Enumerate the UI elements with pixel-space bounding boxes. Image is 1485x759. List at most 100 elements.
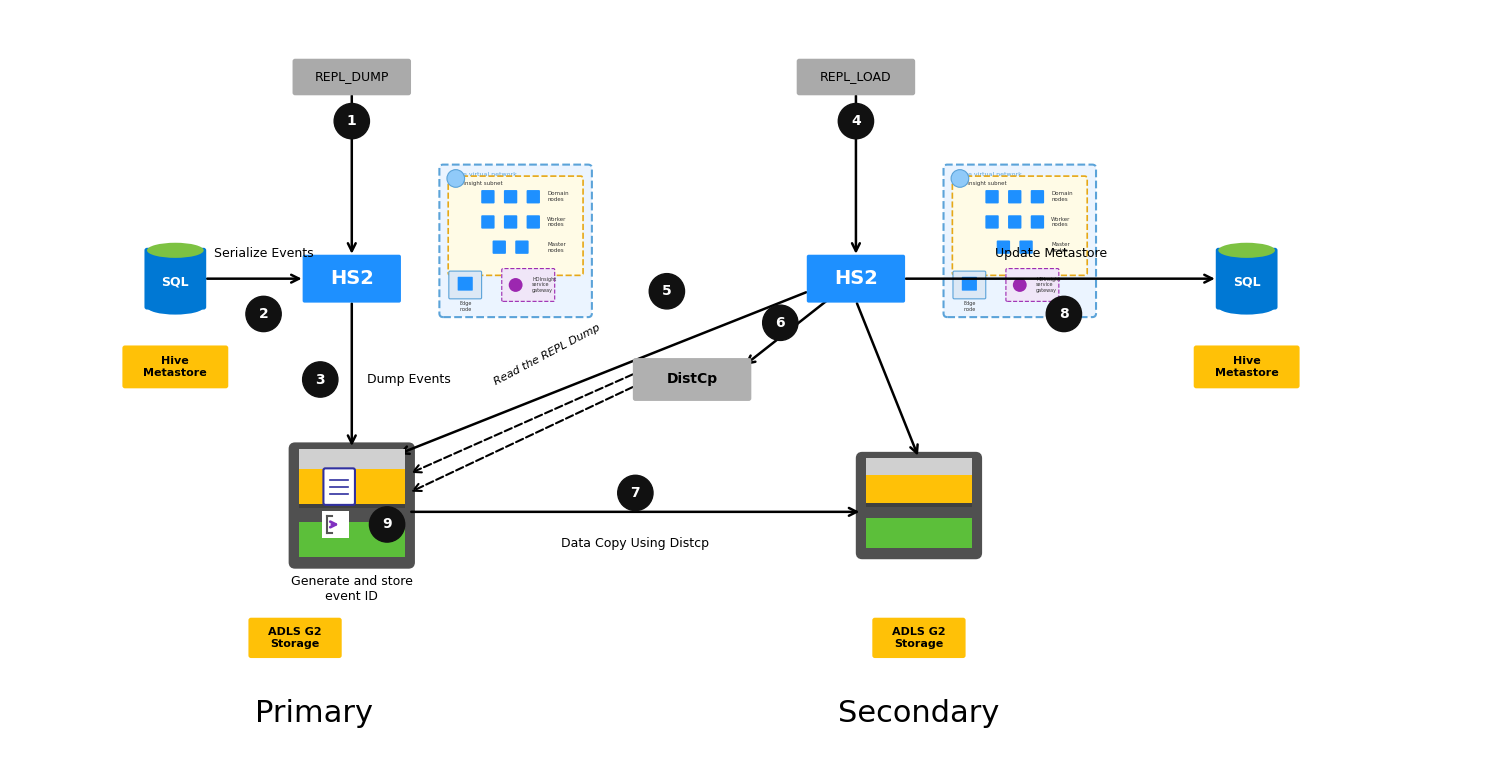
FancyBboxPatch shape [457, 277, 472, 291]
Text: Dump Events: Dump Events [367, 373, 450, 386]
FancyBboxPatch shape [298, 449, 405, 471]
FancyBboxPatch shape [493, 241, 506, 254]
Text: HDInsight
service
gateway: HDInsight service gateway [1037, 277, 1060, 293]
Ellipse shape [1218, 300, 1276, 314]
Text: 5: 5 [662, 285, 671, 298]
Text: HDInsight
service
gateway: HDInsight service gateway [532, 277, 557, 293]
Text: Master
nodes: Master nodes [546, 242, 566, 253]
FancyBboxPatch shape [962, 277, 977, 291]
FancyBboxPatch shape [527, 216, 541, 228]
FancyBboxPatch shape [303, 255, 401, 303]
Text: Master
nodes: Master nodes [1051, 242, 1071, 253]
FancyBboxPatch shape [857, 453, 980, 558]
FancyBboxPatch shape [943, 165, 1096, 317]
Ellipse shape [1218, 243, 1276, 258]
Text: Worker
nodes: Worker nodes [546, 216, 566, 228]
Circle shape [370, 507, 405, 542]
FancyBboxPatch shape [866, 458, 971, 477]
FancyBboxPatch shape [996, 241, 1010, 254]
Text: REPL_DUMP: REPL_DUMP [315, 71, 389, 83]
FancyBboxPatch shape [248, 618, 342, 658]
Circle shape [763, 305, 797, 341]
Circle shape [447, 170, 465, 187]
FancyBboxPatch shape [953, 271, 986, 299]
Text: 9: 9 [382, 518, 392, 531]
FancyBboxPatch shape [527, 190, 541, 203]
Text: Domain
nodes: Domain nodes [546, 191, 569, 202]
FancyBboxPatch shape [448, 176, 584, 276]
Circle shape [618, 475, 653, 511]
FancyBboxPatch shape [481, 216, 495, 228]
FancyBboxPatch shape [122, 345, 229, 389]
Circle shape [1047, 296, 1081, 332]
FancyBboxPatch shape [481, 190, 495, 203]
Text: Azure virtual network: Azure virtual network [953, 172, 1022, 177]
Text: ADLS G2
Storage: ADLS G2 Storage [269, 627, 322, 649]
FancyBboxPatch shape [1019, 241, 1032, 254]
FancyBboxPatch shape [298, 522, 405, 557]
Circle shape [334, 103, 370, 139]
FancyBboxPatch shape [322, 511, 349, 538]
FancyBboxPatch shape [633, 358, 751, 401]
FancyBboxPatch shape [1216, 247, 1277, 310]
Text: 3: 3 [315, 373, 325, 386]
Text: Edge
node: Edge node [459, 301, 471, 312]
Text: HDInsight subnet: HDInsight subnet [959, 181, 1007, 186]
FancyBboxPatch shape [503, 190, 517, 203]
Text: HS2: HS2 [330, 269, 374, 288]
Text: 1: 1 [347, 114, 356, 128]
Text: Hive
Metastore: Hive Metastore [144, 356, 208, 378]
Circle shape [247, 296, 281, 332]
Circle shape [1013, 278, 1026, 292]
Text: ADLS G2
Storage: ADLS G2 Storage [892, 627, 946, 649]
FancyBboxPatch shape [866, 503, 971, 508]
Text: Secondary: Secondary [838, 699, 999, 728]
Text: Primary: Primary [255, 699, 373, 728]
Circle shape [950, 170, 968, 187]
Text: 6: 6 [775, 316, 786, 329]
Text: Hive
Metastore: Hive Metastore [1215, 356, 1279, 378]
Circle shape [509, 278, 523, 292]
FancyBboxPatch shape [440, 165, 593, 317]
FancyBboxPatch shape [1008, 190, 1022, 203]
Text: Update Metastore: Update Metastore [995, 247, 1108, 260]
FancyBboxPatch shape [1005, 269, 1059, 301]
Text: Generate and store
event ID: Generate and store event ID [291, 575, 413, 603]
FancyBboxPatch shape [144, 247, 206, 310]
Text: Worker
nodes: Worker nodes [1051, 216, 1071, 228]
FancyBboxPatch shape [1194, 345, 1299, 389]
Ellipse shape [147, 300, 203, 314]
Text: Edge
node: Edge node [964, 301, 976, 312]
Text: DistCp: DistCp [667, 373, 717, 386]
Text: REPL_LOAD: REPL_LOAD [820, 71, 892, 83]
Text: Read the REPL Dump: Read the REPL Dump [493, 322, 601, 386]
FancyBboxPatch shape [866, 474, 971, 504]
Text: 8: 8 [1059, 307, 1069, 321]
Text: SQL: SQL [1233, 276, 1261, 289]
FancyBboxPatch shape [298, 469, 405, 504]
FancyBboxPatch shape [806, 255, 904, 303]
FancyBboxPatch shape [324, 468, 355, 505]
FancyBboxPatch shape [515, 241, 529, 254]
FancyBboxPatch shape [986, 190, 999, 203]
FancyBboxPatch shape [503, 216, 517, 228]
Text: 7: 7 [631, 486, 640, 500]
Text: SQL: SQL [162, 276, 189, 289]
Text: HS2: HS2 [835, 269, 878, 288]
Text: Data Copy Using Distcp: Data Copy Using Distcp [561, 537, 710, 550]
FancyBboxPatch shape [502, 269, 555, 301]
FancyBboxPatch shape [290, 444, 413, 567]
FancyBboxPatch shape [952, 176, 1087, 276]
Circle shape [303, 362, 339, 397]
Text: 2: 2 [258, 307, 269, 321]
Text: Azure virtual network: Azure virtual network [450, 172, 517, 177]
Circle shape [649, 274, 685, 309]
FancyBboxPatch shape [298, 504, 405, 508]
Text: 4: 4 [851, 114, 861, 128]
FancyBboxPatch shape [1031, 216, 1044, 228]
FancyBboxPatch shape [1031, 190, 1044, 203]
FancyBboxPatch shape [293, 58, 411, 96]
FancyBboxPatch shape [866, 518, 971, 548]
Text: HDInsight subnet: HDInsight subnet [454, 181, 502, 186]
FancyBboxPatch shape [1008, 216, 1022, 228]
